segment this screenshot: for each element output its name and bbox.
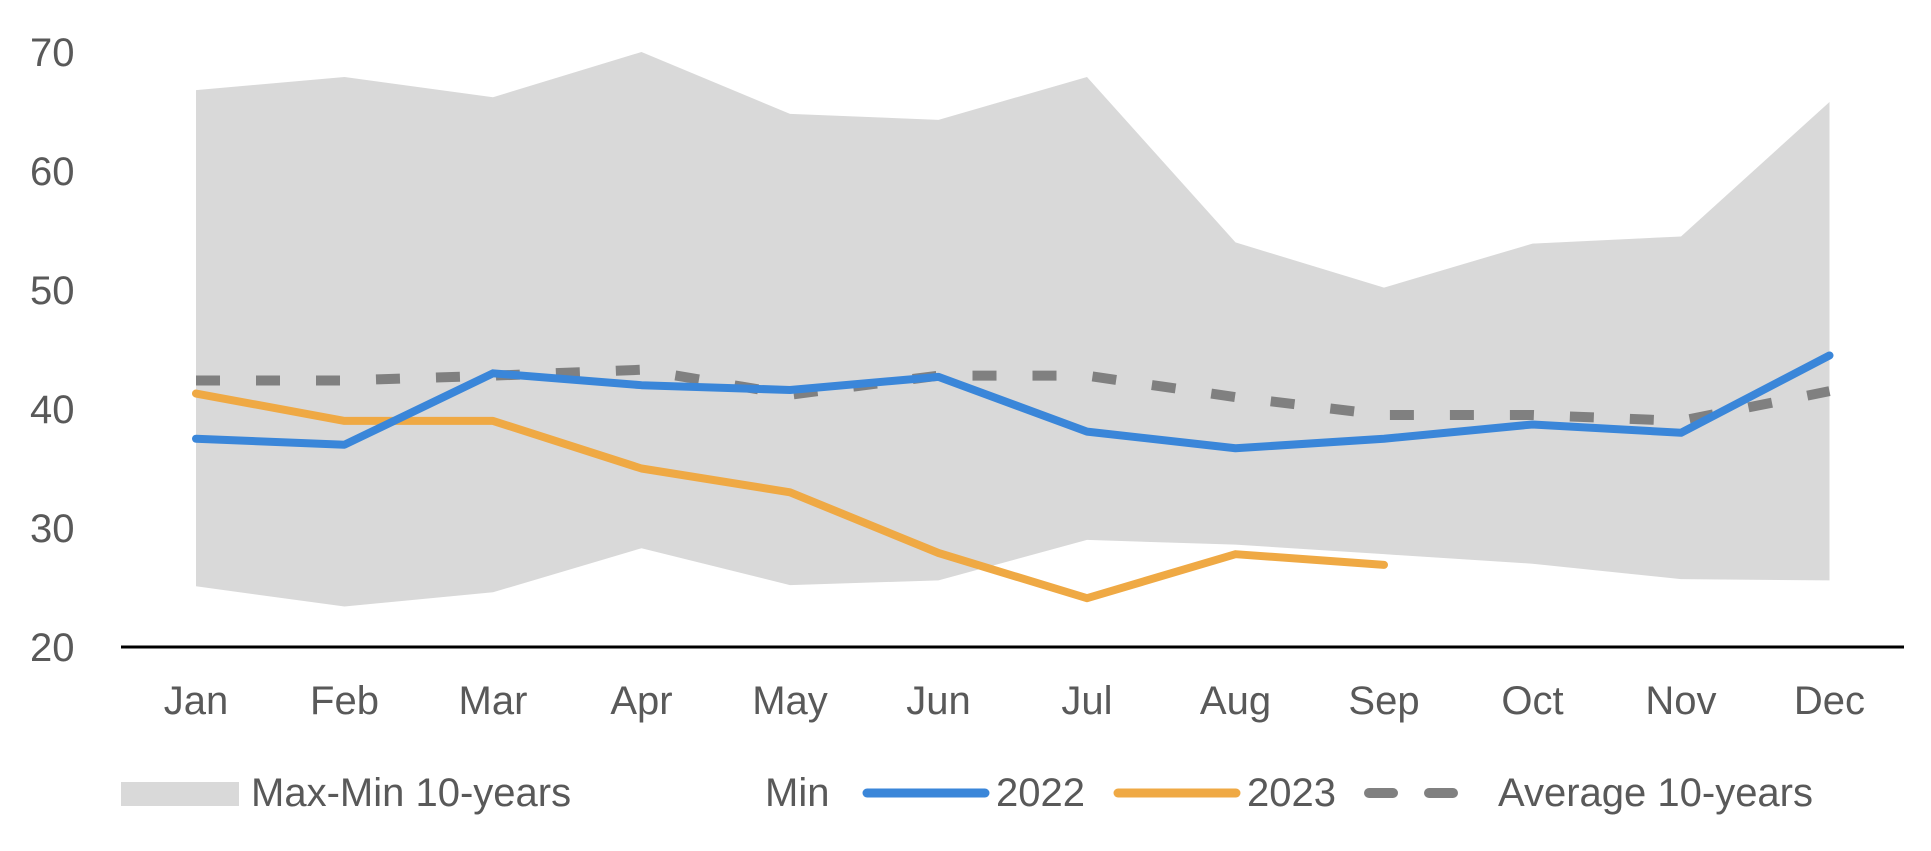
y-tick-label: 40 xyxy=(30,388,75,432)
y-tick-label: 30 xyxy=(30,507,75,551)
legend-label-2023: 2023 xyxy=(1247,771,1336,815)
x-tick-label: Nov xyxy=(1645,679,1716,723)
y-axis-ticks: 20 30 40 50 60 70 xyxy=(30,31,75,670)
legend-swatch-band xyxy=(121,782,239,806)
series-layer xyxy=(192,351,1834,603)
x-tick-label: May xyxy=(752,679,828,723)
y-tick-label: 60 xyxy=(30,150,75,194)
x-tick-label: Feb xyxy=(310,679,379,723)
x-tick-label: Aug xyxy=(1200,679,1271,723)
x-tick-label: Jun xyxy=(906,679,971,723)
x-tick-label: Jul xyxy=(1061,679,1112,723)
x-tick-label: Mar xyxy=(459,679,528,723)
legend-label-min: Min xyxy=(765,771,829,815)
legend: Max-Min 10-years Min 2022 2023 Average 1… xyxy=(121,771,1813,815)
x-tick-label: Oct xyxy=(1501,679,1563,723)
x-tick-label: Apr xyxy=(610,679,672,723)
x-tick-label: Dec xyxy=(1794,679,1865,723)
max-min-band xyxy=(196,52,1830,607)
x-axis-ticks: Jan Feb Mar Apr May Jun Jul Aug Sep Oct Nov Dec xyxy=(164,679,1865,723)
y-tick-label: 20 xyxy=(30,626,75,670)
y-tick-label: 70 xyxy=(30,31,75,75)
legend-label-2022: 2022 xyxy=(996,771,1085,815)
x-tick-label: Sep xyxy=(1348,679,1419,723)
y-tick-label: 50 xyxy=(30,269,75,313)
legend-label-average: Average 10-years xyxy=(1498,771,1813,815)
series-line-2022 xyxy=(192,351,1834,453)
legend-label-band: Max-Min 10-years xyxy=(251,771,571,815)
x-tick-label: Jan xyxy=(164,679,229,723)
max-min-band-layer xyxy=(196,52,1830,607)
